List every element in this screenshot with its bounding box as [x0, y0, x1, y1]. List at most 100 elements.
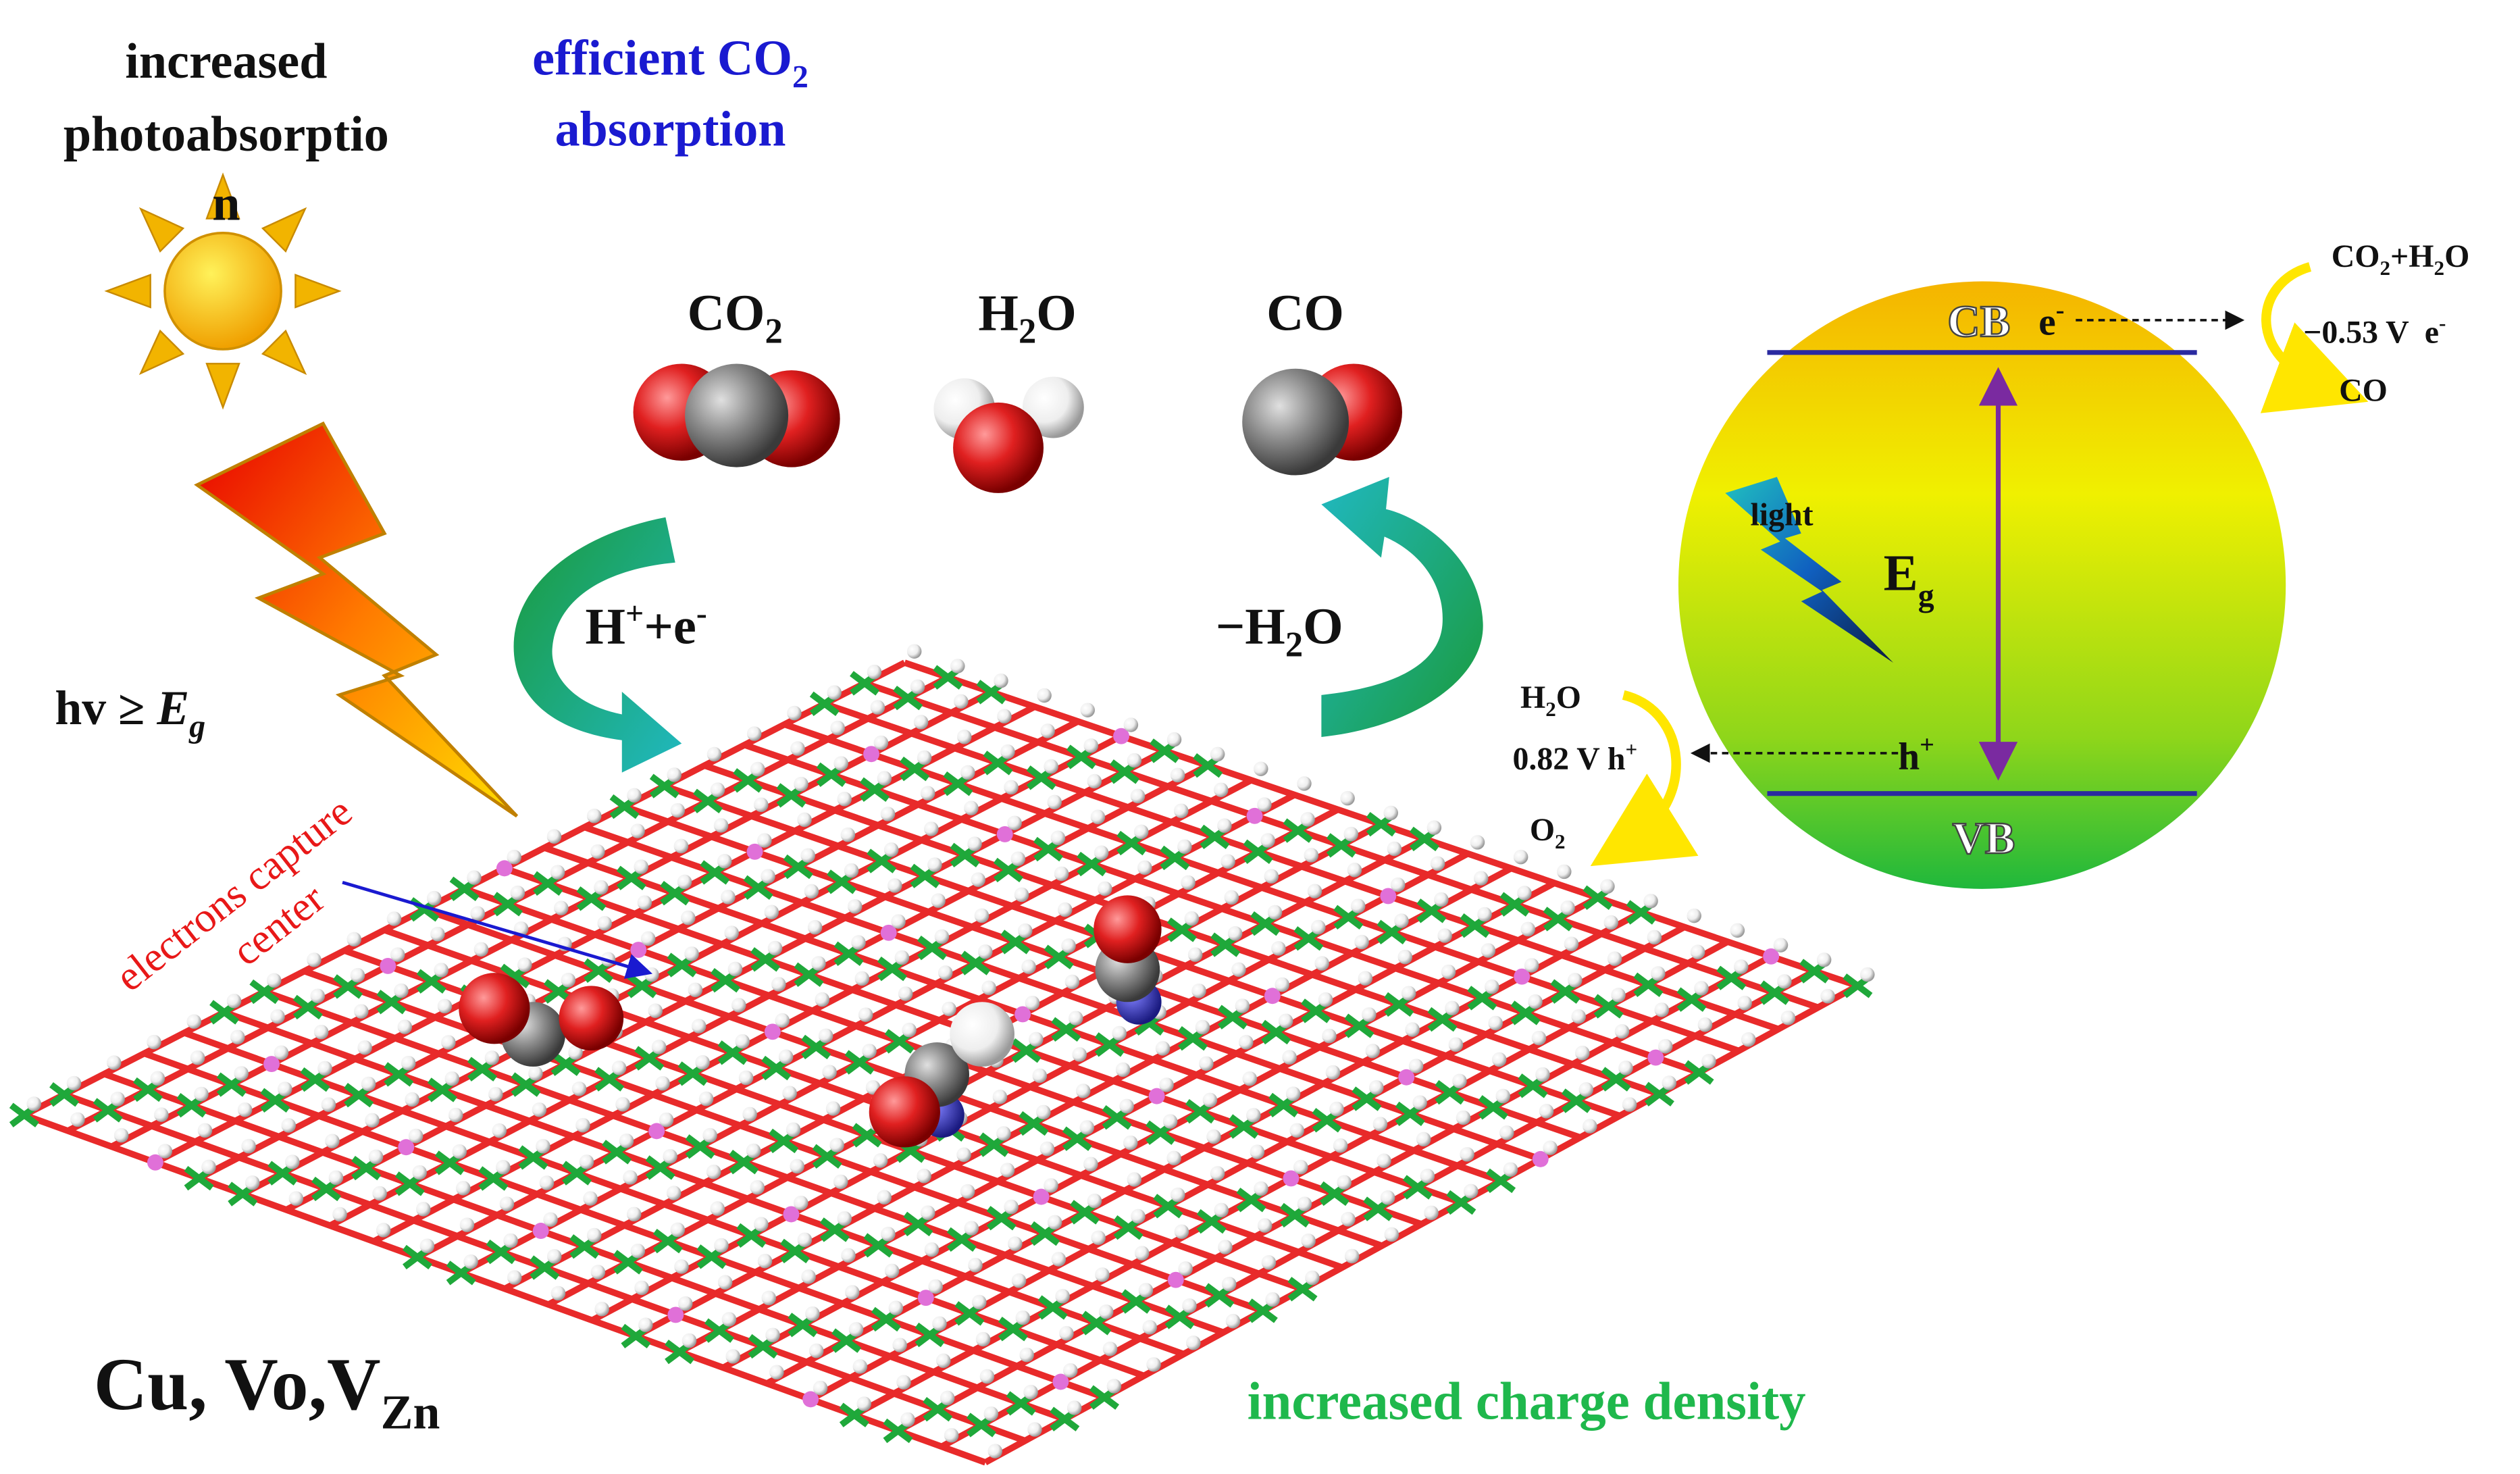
lattice-atom	[1614, 1024, 1630, 1039]
lattice-atom	[1159, 1077, 1174, 1092]
crystal-lattice	[9, 644, 1875, 1466]
lattice-atom	[877, 1190, 892, 1205]
lattice-atom	[1607, 951, 1622, 966]
lattice-atom	[1430, 856, 1445, 871]
lattice-atom	[800, 848, 815, 863]
lattice-atom	[1532, 1150, 1549, 1167]
lattice-atom	[927, 857, 942, 872]
lattice-atom	[321, 1097, 336, 1112]
lattice-atom	[503, 1233, 518, 1248]
co2-molecule	[633, 363, 840, 467]
lattice-atom	[1434, 892, 1449, 907]
lattice-atom	[354, 1004, 369, 1019]
lattice-atom	[1166, 732, 1182, 747]
lattice-atom	[677, 874, 692, 890]
lattice-atom	[920, 786, 935, 800]
subscript: g	[1918, 578, 1934, 613]
oxidation-product: O2	[1530, 812, 1566, 853]
lattice-atom	[1741, 1032, 1756, 1047]
lattice-atom	[881, 1226, 896, 1242]
subscript: 2	[1019, 311, 1036, 351]
lattice-atom	[1362, 1007, 1377, 1022]
lattice-atom	[1341, 1212, 1356, 1227]
lattice-atom	[579, 1154, 594, 1169]
superscript: -	[2056, 297, 2065, 325]
lattice-atom	[724, 925, 739, 940]
lattice-atom	[1087, 1193, 1102, 1209]
adsorbed-atom	[1094, 895, 1162, 963]
lattice-atom	[1816, 952, 1832, 967]
lattice-atom	[66, 1075, 82, 1091]
lattice-atom	[1014, 887, 1029, 903]
lattice-atom	[684, 946, 699, 961]
lattice-atom	[507, 849, 521, 865]
charge-density-label: increased charge density	[1248, 1372, 1806, 1431]
lattice-atom	[841, 1248, 856, 1263]
lattice-atom	[797, 1232, 813, 1247]
lattice-atom	[873, 735, 889, 751]
lattice-atom	[794, 776, 808, 792]
lattice-atom	[448, 1107, 463, 1123]
lattice-atom	[979, 1369, 995, 1384]
lattice-atom	[1008, 1236, 1023, 1251]
lattice-atom	[971, 1294, 987, 1310]
lattice-atom	[496, 860, 513, 877]
lattice-atom	[1058, 902, 1073, 917]
lattice-atom	[1424, 1205, 1439, 1221]
lattice-atom	[70, 1112, 85, 1127]
lattice-atom	[917, 1290, 934, 1306]
lattice-atom	[1322, 1028, 1337, 1044]
lattice-atom	[648, 1123, 665, 1140]
lattice-atom	[484, 1050, 500, 1065]
lattice-atom	[365, 1113, 380, 1128]
lattice-atom	[1441, 964, 1456, 980]
lattice-atom	[1520, 921, 1535, 937]
lattice-atom	[968, 1257, 983, 1273]
lattice-atom	[1383, 805, 1398, 821]
lattice-atom	[419, 1238, 435, 1254]
lattice-atom	[1860, 967, 1875, 982]
sun-ray	[261, 207, 307, 253]
lattice-atom	[651, 1040, 667, 1054]
lattice-atom	[767, 940, 783, 956]
lattice-atom	[1083, 738, 1099, 753]
lattice-atom	[1090, 809, 1106, 825]
lattice-atom	[1213, 782, 1229, 797]
lattice-atom	[844, 863, 859, 878]
lattice-atom	[543, 1212, 558, 1227]
lattice-atom	[1694, 981, 1709, 996]
lattice-atom	[811, 956, 826, 971]
lattice-atom	[186, 1014, 201, 1029]
lattice-atom	[586, 1227, 602, 1243]
lattice-atom	[956, 1147, 971, 1163]
lattice-atom	[590, 1265, 606, 1279]
lattice-atom	[975, 1331, 991, 1347]
lattice-atom	[1039, 1141, 1055, 1157]
lattice-atom	[274, 1045, 289, 1061]
lattice-atom	[994, 673, 1008, 688]
lattice-atom	[688, 982, 703, 998]
lattice-atom	[1733, 959, 1749, 974]
lattice-atom	[670, 1222, 686, 1238]
lattice-atom	[1250, 1144, 1265, 1159]
lattice-atom	[1137, 860, 1152, 875]
lattice-atom	[858, 1007, 873, 1022]
lattice-atom	[1651, 966, 1666, 981]
lattice-atom	[1064, 974, 1080, 990]
lattice-atom	[1426, 820, 1442, 835]
lattice-atom	[1098, 881, 1112, 896]
light-bolt-icon	[1725, 476, 1894, 663]
lattice-atom	[673, 838, 689, 854]
lattice-atom	[245, 1175, 260, 1190]
lattice-atom	[1239, 1035, 1254, 1050]
lattice-atom	[765, 1327, 780, 1343]
lattice-atom	[1202, 1092, 1218, 1108]
lattice-atom	[473, 942, 489, 957]
lattice-atom	[1647, 1049, 1664, 1066]
oxidation-arrow	[1590, 690, 1699, 867]
lattice-atom	[528, 1066, 543, 1081]
text-part: −0.53 V e	[2303, 314, 2439, 350]
lattice-atom	[754, 797, 769, 813]
lattice-atom	[667, 1306, 684, 1323]
lattice-atom	[1325, 1065, 1341, 1080]
